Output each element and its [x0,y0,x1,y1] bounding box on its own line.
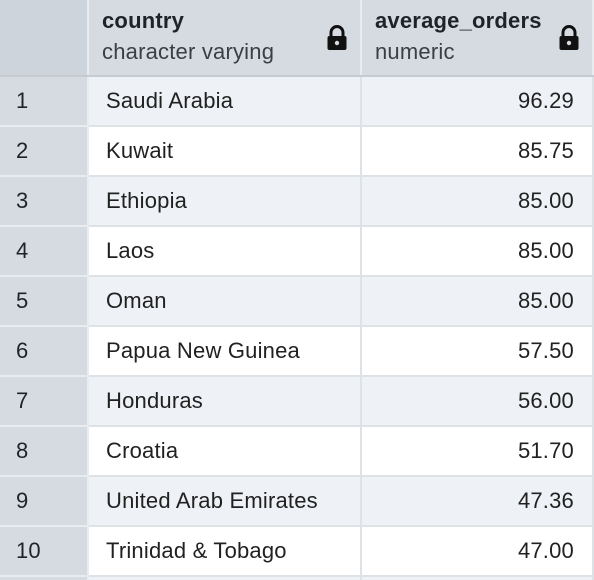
row-number[interactable]: 9 [0,477,89,527]
average-orders-cell[interactable]: 57.50 [362,327,594,377]
average-orders-cell[interactable]: 51.70 [362,427,594,477]
country-cell[interactable]: Trinidad & Tobago [89,527,362,577]
average-orders-cell[interactable]: 47.00 [362,527,594,577]
average-orders-cell[interactable]: 85.75 [362,127,594,177]
row-number[interactable]: 7 [0,377,89,427]
row-number[interactable]: 8 [0,427,89,477]
row-number[interactable]: 6 [0,327,89,377]
table-row[interactable]: 9 United Arab Emirates 47.36 [0,477,594,527]
row-number[interactable]: 1 [0,77,89,127]
table-row[interactable]: 8 Croatia 51.70 [0,427,594,477]
column-name: country [102,8,185,33]
average-orders-cell[interactable]: 56.00 [362,377,594,427]
average-orders-cell [362,577,594,580]
average-orders-cell[interactable]: 47.36 [362,477,594,527]
table-row-partial [0,577,594,580]
row-number [0,577,89,580]
average-orders-cell[interactable]: 85.00 [362,277,594,327]
column-name: average_orders [375,8,542,33]
country-cell[interactable]: Papua New Guinea [89,327,362,377]
country-cell[interactable]: Oman [89,277,362,327]
country-cell[interactable]: Croatia [89,427,362,477]
table-row[interactable]: 10 Trinidad & Tobago 47.00 [0,527,594,577]
average-orders-cell[interactable]: 96.29 [362,77,594,127]
table-row[interactable]: 4 Laos 85.00 [0,227,594,277]
country-cell[interactable]: Saudi Arabia [89,77,362,127]
table-row[interactable]: 1 Saudi Arabia 96.29 [0,77,594,127]
country-cell[interactable]: Ethiopia [89,177,362,227]
country-cell [89,577,362,580]
lock-icon [327,25,347,50]
row-number[interactable]: 4 [0,227,89,277]
column-header-country[interactable]: country character varying [89,0,362,75]
average-orders-cell[interactable]: 85.00 [362,177,594,227]
row-number[interactable]: 5 [0,277,89,327]
country-cell[interactable]: Kuwait [89,127,362,177]
country-cell[interactable]: Honduras [89,377,362,427]
table-row[interactable]: 3 Ethiopia 85.00 [0,177,594,227]
row-number[interactable]: 3 [0,177,89,227]
column-header-average-orders[interactable]: average_orders numeric [362,0,594,75]
column-type: numeric [375,39,455,64]
average-orders-cell[interactable]: 85.00 [362,227,594,277]
table-row[interactable]: 5 Oman 85.00 [0,277,594,327]
lock-icon [559,25,579,50]
country-cell[interactable]: Laos [89,227,362,277]
row-number-header[interactable] [0,0,89,75]
table-row[interactable]: 2 Kuwait 85.75 [0,127,594,177]
country-cell[interactable]: United Arab Emirates [89,477,362,527]
row-number[interactable]: 10 [0,527,89,577]
column-type: character varying [102,39,275,64]
table-row[interactable]: 6 Papua New Guinea 57.50 [0,327,594,377]
row-number[interactable]: 2 [0,127,89,177]
table-row[interactable]: 7 Honduras 56.00 [0,377,594,427]
header-row: country character varying average_orders… [0,0,594,77]
